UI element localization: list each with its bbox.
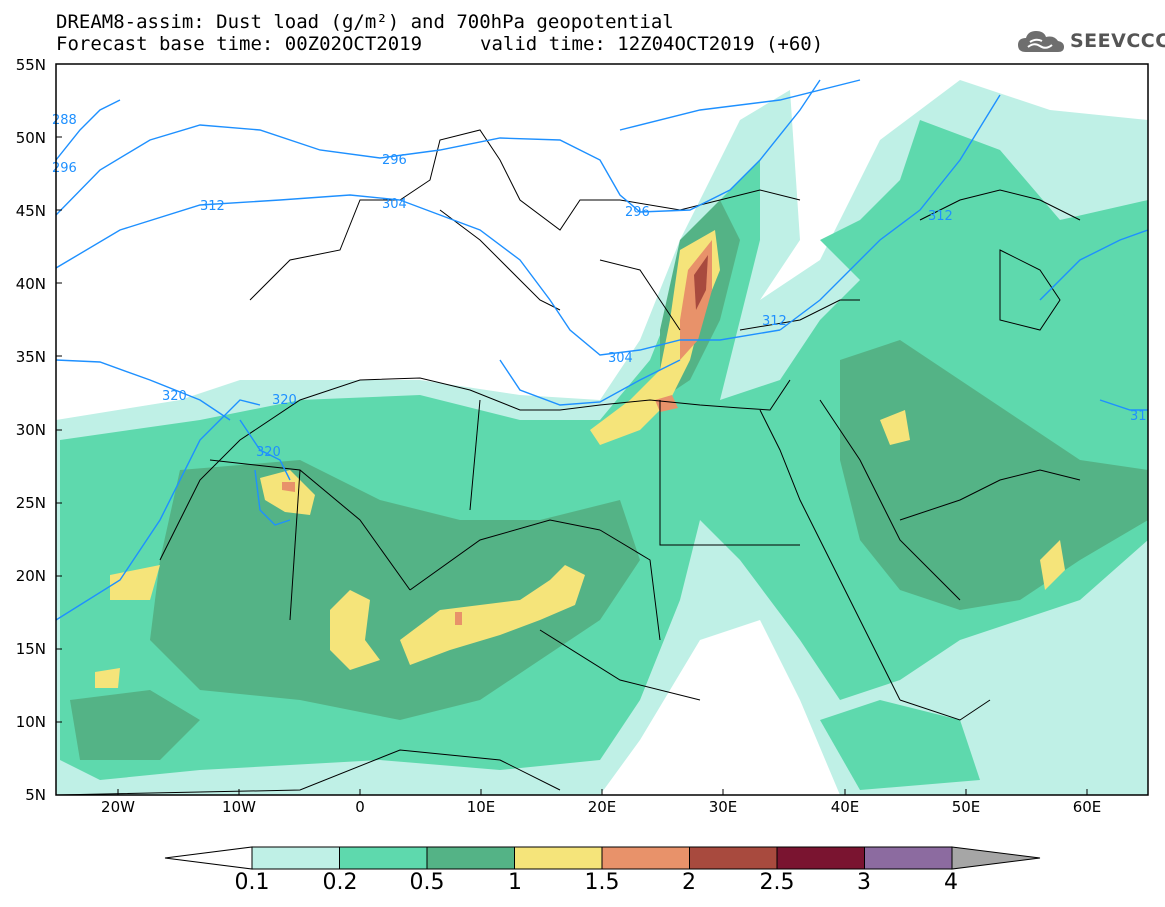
contour-label: 312 [762, 314, 787, 329]
logo-text: SEEVCCC [1070, 30, 1165, 52]
lon-label: 20W [101, 798, 135, 816]
forecast-base-time: Forecast base time: 00Z02OCT2019 [56, 33, 423, 55]
colorbar-swatch [251, 846, 340, 870]
contour-label: 296 [625, 205, 650, 220]
axis-ticks [56, 63, 1088, 795]
contour-label: 312 [928, 209, 953, 224]
colorbar-label: 2.5 [759, 870, 795, 895]
contour-label: 31 [1130, 409, 1147, 424]
lon-label: 20E [587, 798, 617, 816]
valid-time: valid time: 12Z04OCT2019 (+60) [480, 33, 824, 55]
map-title: DREAM8-assim: Dust load (g/m²) and 700hP… [56, 11, 674, 33]
contour-label: 296 [52, 161, 77, 176]
colorbar-swatch [776, 846, 865, 870]
lat-label: 20N [15, 567, 46, 585]
lat-label: 55N [15, 56, 46, 74]
colorbar-label: 0.1 [234, 870, 270, 895]
colorbar-swatch [864, 846, 953, 870]
contour-label: 304 [382, 197, 407, 212]
lat-label: 40N [15, 275, 46, 293]
lat-label: 30N [15, 421, 46, 439]
lon-label: 40E [830, 798, 860, 816]
colorbar-label: 3 [857, 870, 871, 895]
lat-label: 25N [15, 494, 46, 512]
map-content [56, 80, 1148, 795]
seevccc-logo: SEEVCCC [1016, 26, 1165, 56]
coastlines [56, 129, 1081, 795]
lon-label: 30E [708, 798, 738, 816]
lat-label: 35N [15, 348, 46, 366]
geopotential-contours [56, 79, 1148, 621]
colorbar-max-triangle [951, 846, 1041, 870]
cloud-icon [1018, 31, 1064, 52]
colorbar-swatch [601, 846, 690, 870]
colorbar-min-triangle [164, 846, 253, 870]
lat-label: 15N [15, 640, 46, 658]
contour-labels: 288 296 296 296 304 304 312 312 312 320 … [52, 113, 1147, 460]
contour-label: 296 [382, 153, 407, 168]
lat-label: 45N [15, 202, 46, 220]
colorbar-label: 4 [944, 870, 958, 895]
lon-label: 0 [355, 798, 365, 816]
dust-level-2 [694, 255, 708, 310]
colorbar-label: 0.5 [409, 870, 445, 895]
contour-label: 304 [608, 351, 633, 366]
lat-label: 10N [15, 713, 46, 731]
colorbar [164, 846, 1041, 870]
lon-label: 10W [222, 798, 256, 816]
colorbar-label: 1.5 [584, 870, 620, 895]
lon-label: 50E [951, 798, 981, 816]
colorbar-label: 2 [682, 870, 696, 895]
lon-label: 10E [466, 798, 496, 816]
colorbar-swatch [514, 846, 603, 870]
colorbar-label: 0.2 [322, 870, 358, 895]
contour-label: 320 [272, 393, 297, 408]
contour-label: 320 [162, 389, 187, 404]
colorbar-swatch [689, 846, 778, 870]
colorbar-label: 1 [508, 870, 522, 895]
lon-label: 60E [1072, 798, 1102, 816]
contour-label: 320 [256, 445, 281, 460]
contour-label: 288 [52, 113, 77, 128]
colorbar-swatch [426, 846, 515, 870]
contour-label: 312 [200, 199, 225, 214]
lat-label: 50N [15, 129, 46, 147]
colorbar-swatch [339, 846, 428, 870]
lat-label: 5N [25, 786, 46, 804]
